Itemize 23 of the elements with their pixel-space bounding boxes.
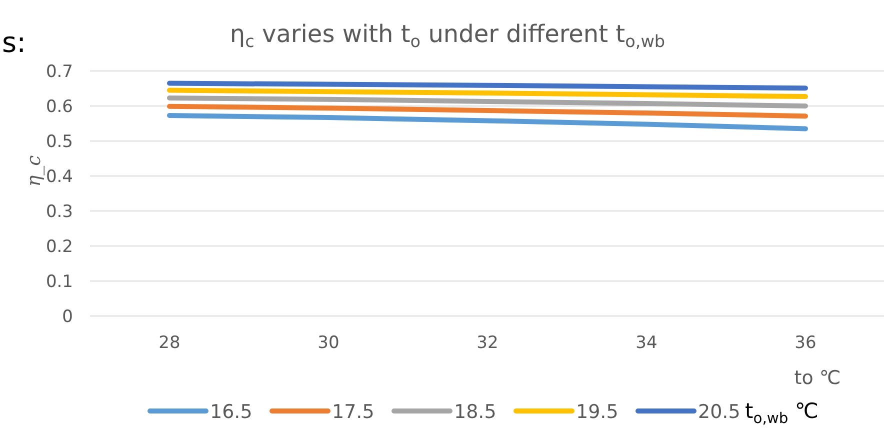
legend-label: 18.5	[454, 401, 496, 423]
y-tick-label: 0.7	[46, 62, 73, 82]
x-tick-label: 30	[318, 333, 340, 353]
y-tick-label: 0.4	[46, 167, 73, 187]
text: s:	[2, 26, 26, 59]
y-tick-label: 0.1	[46, 272, 73, 292]
x-tick-label: 28	[158, 333, 180, 353]
y-tick-label: 0.2	[46, 237, 73, 257]
legend-label: 20.5	[698, 401, 740, 423]
x-tick-label: 32	[476, 333, 498, 353]
y-tick-label: 0.3	[46, 202, 73, 222]
legend-label: 17.5	[332, 401, 374, 423]
y-tick-label: 0	[62, 307, 73, 327]
legend-title: t$_{o,wb}$ ℃	[745, 399, 818, 426]
legend-label: 19.5	[576, 401, 618, 423]
chart-title: η$_{c}$ varies with t$_{o}$ under different t$_{o,wb}$	[230, 20, 666, 52]
x-tick-label: 34	[636, 333, 658, 353]
y-tick-label: 0.5	[46, 132, 73, 152]
y-axis-title: η_c	[23, 154, 45, 187]
legend-label: 16.5	[210, 401, 252, 423]
y-tick-label: 0.6	[46, 97, 73, 117]
x-axis-title: to ℃	[794, 367, 841, 389]
x-tick-label: 36	[794, 333, 816, 353]
